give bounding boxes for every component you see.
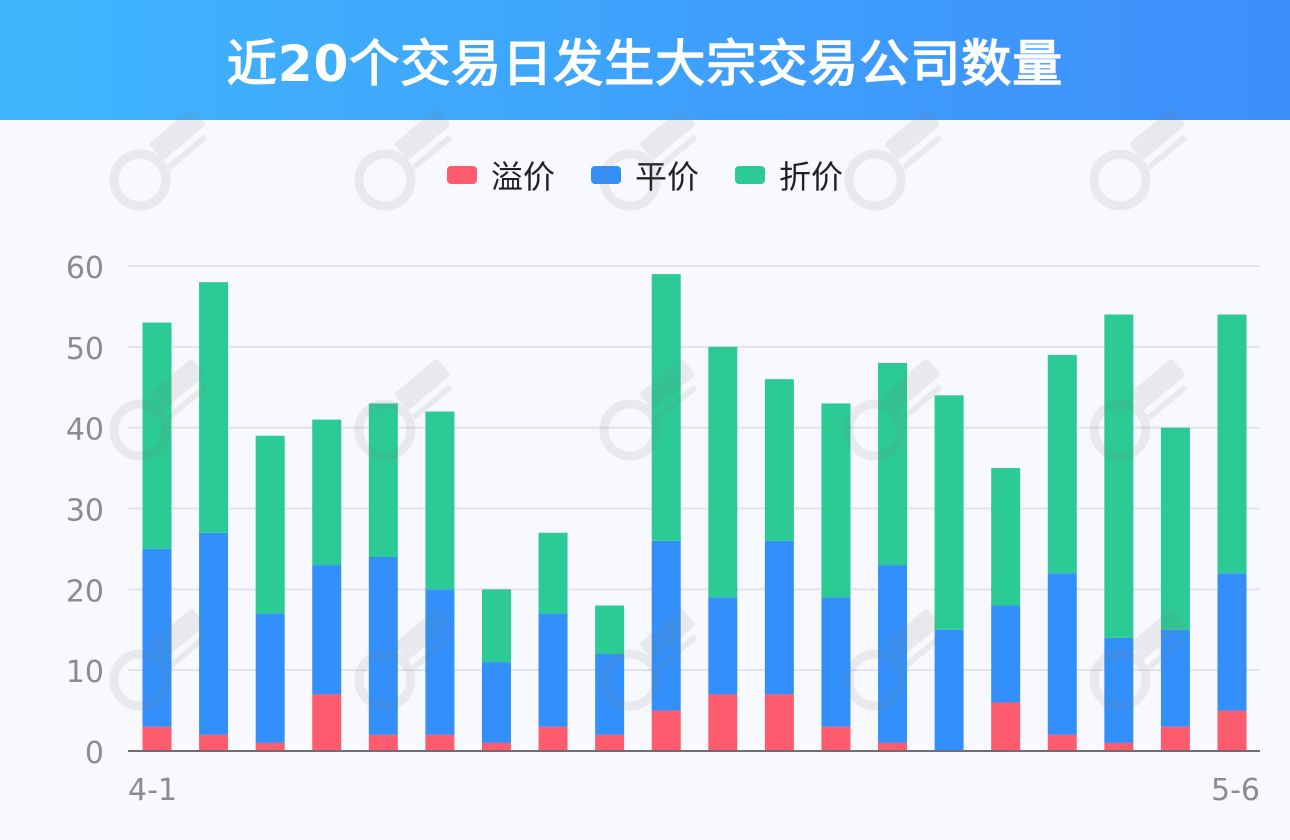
bar-flat-0 bbox=[142, 548, 172, 727]
bar-discount-16 bbox=[1047, 354, 1077, 574]
legend-label-premium: 溢价 bbox=[490, 158, 555, 196]
bar-flat-6 bbox=[481, 662, 511, 743]
bar-premium-15 bbox=[991, 702, 1021, 751]
bar-premium-2 bbox=[255, 742, 285, 751]
bar-premium-16 bbox=[1047, 734, 1077, 751]
bar-discount-13 bbox=[878, 363, 908, 566]
bar-premium-13 bbox=[878, 742, 908, 751]
legend-item-flat[interactable]: 平价 bbox=[590, 152, 699, 198]
bar-flat-16 bbox=[1047, 573, 1077, 735]
bar-flat-3 bbox=[312, 565, 342, 695]
y-tick-label-50: 50 bbox=[66, 332, 104, 367]
bar-discount-17 bbox=[1104, 314, 1134, 638]
y-tick-label-60: 60 bbox=[66, 251, 104, 286]
bar-premium-12 bbox=[821, 726, 851, 751]
bar-discount-10 bbox=[708, 346, 738, 598]
bar-premium-9 bbox=[651, 710, 681, 751]
legend-swatch-discount bbox=[735, 166, 765, 184]
bar-flat-1 bbox=[199, 532, 229, 735]
bar-flat-7 bbox=[538, 613, 568, 727]
x-tick-label-start: 4-1 bbox=[128, 773, 177, 808]
legend-label-discount: 折价 bbox=[779, 158, 844, 196]
bar-premium-18 bbox=[1160, 726, 1190, 751]
y-tick-label-30: 30 bbox=[66, 494, 104, 529]
bar-premium-6 bbox=[481, 742, 511, 751]
legend-item-discount[interactable]: 折价 bbox=[735, 152, 843, 198]
bar-discount-5 bbox=[425, 411, 455, 590]
bar-flat-19 bbox=[1217, 573, 1247, 711]
bar-flat-14 bbox=[934, 629, 964, 751]
bar-premium-8 bbox=[595, 734, 625, 751]
bar-discount-19 bbox=[1217, 314, 1247, 574]
bar-discount-15 bbox=[991, 468, 1021, 606]
bar-flat-18 bbox=[1160, 629, 1190, 727]
bar-flat-15 bbox=[991, 605, 1021, 703]
bar-discount-0 bbox=[142, 322, 172, 549]
y-tick-label-40: 40 bbox=[66, 413, 104, 448]
bar-flat-4 bbox=[368, 557, 398, 735]
bar-discount-1 bbox=[199, 282, 229, 533]
chart-header-banner: 近20个交易日发生大宗交易公司数量 bbox=[0, 0, 1290, 120]
bar-discount-7 bbox=[538, 532, 568, 614]
bar-flat-8 bbox=[595, 654, 625, 735]
bar-flat-2 bbox=[255, 613, 285, 743]
bar-discount-11 bbox=[764, 379, 794, 541]
bar-discount-9 bbox=[651, 274, 681, 541]
bar-discount-2 bbox=[255, 435, 285, 614]
chart-legend: 溢价 平价 折价 bbox=[0, 150, 1290, 200]
bar-discount-3 bbox=[312, 419, 342, 566]
bar-flat-12 bbox=[821, 597, 851, 727]
bar-flat-9 bbox=[651, 540, 681, 711]
bar-discount-8 bbox=[595, 605, 625, 654]
bar-premium-19 bbox=[1217, 710, 1247, 751]
bar-premium-3 bbox=[312, 694, 342, 751]
y-tick-label-10: 10 bbox=[66, 655, 104, 690]
legend-item-premium[interactable]: 溢价 bbox=[446, 152, 555, 198]
bar-flat-17 bbox=[1104, 637, 1134, 743]
bar-premium-10 bbox=[708, 694, 738, 751]
bar-discount-12 bbox=[821, 403, 851, 598]
y-tick-label-20: 20 bbox=[66, 574, 104, 609]
bar-discount-4 bbox=[368, 403, 398, 557]
chart-title: 近20个交易日发生大宗交易公司数量 bbox=[226, 35, 1064, 93]
bar-flat-5 bbox=[425, 589, 455, 735]
bar-premium-7 bbox=[538, 726, 568, 751]
legend-swatch-premium bbox=[446, 166, 477, 184]
bar-discount-6 bbox=[481, 589, 511, 663]
bar-flat-13 bbox=[878, 565, 908, 743]
y-tick-label-0: 0 bbox=[85, 736, 104, 771]
bar-discount-14 bbox=[934, 395, 964, 630]
x-tick-label-end: 5-6 bbox=[1211, 773, 1260, 808]
legend-swatch-flat bbox=[590, 166, 621, 184]
bar-premium-11 bbox=[764, 694, 794, 751]
legend-label-flat: 平价 bbox=[634, 158, 699, 196]
bar-premium-17 bbox=[1104, 742, 1134, 751]
bar-premium-4 bbox=[368, 734, 398, 751]
bar-premium-1 bbox=[199, 734, 229, 751]
bar-premium-0 bbox=[142, 726, 172, 751]
bar-premium-5 bbox=[425, 734, 455, 751]
bar-discount-18 bbox=[1160, 427, 1190, 630]
bar-flat-10 bbox=[708, 597, 738, 695]
bar-flat-11 bbox=[764, 540, 794, 695]
